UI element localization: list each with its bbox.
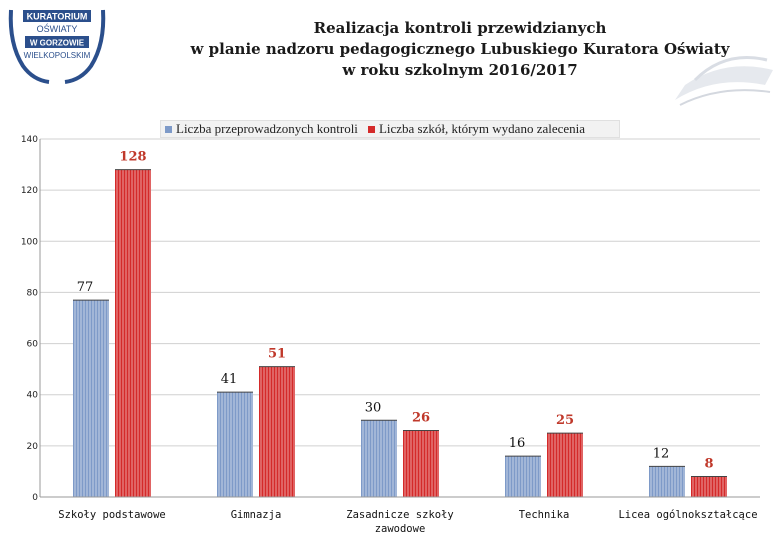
bar-s1-c3 <box>361 420 397 497</box>
data-label-s2-c3: 26 <box>412 411 430 426</box>
legend-item-series-1: Liczba przeprowadzonych kontroli <box>165 121 358 137</box>
data-label-s2-c5: 8 <box>704 457 713 472</box>
data-label-s1-c1: 77 <box>77 280 94 295</box>
data-label-s2-c2: 51 <box>268 347 286 362</box>
title-line-1: Realizacja kontroli przewidzianych <box>313 19 607 37</box>
legend-label-series-2: Liczba szkół, którym wydano zalecenia <box>378 121 586 136</box>
svg-text:WIELKOPOLSKIM: WIELKOPOLSKIM <box>24 51 91 60</box>
x-tick-label-2: Gimnazja <box>231 509 282 521</box>
bar-s1-c1 <box>73 300 109 497</box>
x-tick-label-3-line-2: zawodowe <box>375 523 426 535</box>
data-label-s1-c2: 41 <box>221 372 238 387</box>
svg-text:W GORZOWIE: W GORZOWIE <box>30 39 85 48</box>
title-line-3: w roku szkolnym 2016/2017 <box>342 61 578 79</box>
y-tick-label-2: 40 <box>27 391 39 401</box>
data-label-s2-c1: 128 <box>119 150 146 165</box>
bar-s2-c5 <box>691 476 727 497</box>
x-tick-label-4: Technika <box>519 509 570 521</box>
legend-label-series-1: Liczba przeprowadzonych kontroli <box>176 121 358 136</box>
y-tick-label-4: 80 <box>27 288 39 298</box>
data-label-s1-c3: 30 <box>365 400 382 415</box>
y-tick-label-1: 20 <box>27 442 39 452</box>
book-decoration-icon <box>675 56 773 106</box>
chart-title: Realizacja kontroli przewidzianych w pla… <box>150 18 770 81</box>
y-tick-label-0: 0 <box>32 493 38 503</box>
y-tick-label-6: 120 <box>21 186 38 196</box>
legend-swatch-series-1 <box>165 125 172 133</box>
x-tick-label-5: Licea ogólnokształcące <box>618 509 757 521</box>
title-line-2: w planie nadzoru pedagogicznego Lubuskie… <box>190 40 730 58</box>
bar-s2-c3 <box>403 430 439 497</box>
x-tick-label-1: Szkoły podstawowe <box>58 509 165 521</box>
data-label-s2-c4: 25 <box>556 413 574 428</box>
bar-s2-c1 <box>115 169 151 497</box>
svg-text:KURATORIUM: KURATORIUM <box>27 12 88 22</box>
bar-s2-c4 <box>547 433 583 497</box>
y-tick-label-5: 100 <box>21 237 38 247</box>
bar-s1-c2 <box>217 392 253 497</box>
data-label-s1-c5: 12 <box>653 446 670 461</box>
x-tick-label-3-line-1: Zasadnicze szkoły <box>346 509 453 521</box>
y-tick-label-3: 60 <box>27 340 39 350</box>
kuratorium-logo: KURATORIUM OŚWIATY W GORZOWIE WIELKOPOLS… <box>8 9 106 84</box>
chart-legend: Liczba przeprowadzonych kontroli Liczba … <box>160 120 620 138</box>
legend-item-series-2: Liczba szkół, którym wydano zalecenia <box>367 121 586 137</box>
bar-s1-c5 <box>649 466 685 497</box>
svg-text:OŚWIATY: OŚWIATY <box>37 23 78 34</box>
legend-swatch-series-2 <box>367 125 375 133</box>
data-label-s1-c4: 16 <box>509 436 526 451</box>
bar-s2-c2 <box>259 366 295 497</box>
y-tick-label-7: 140 <box>21 135 38 145</box>
bar-s1-c4 <box>505 456 541 497</box>
